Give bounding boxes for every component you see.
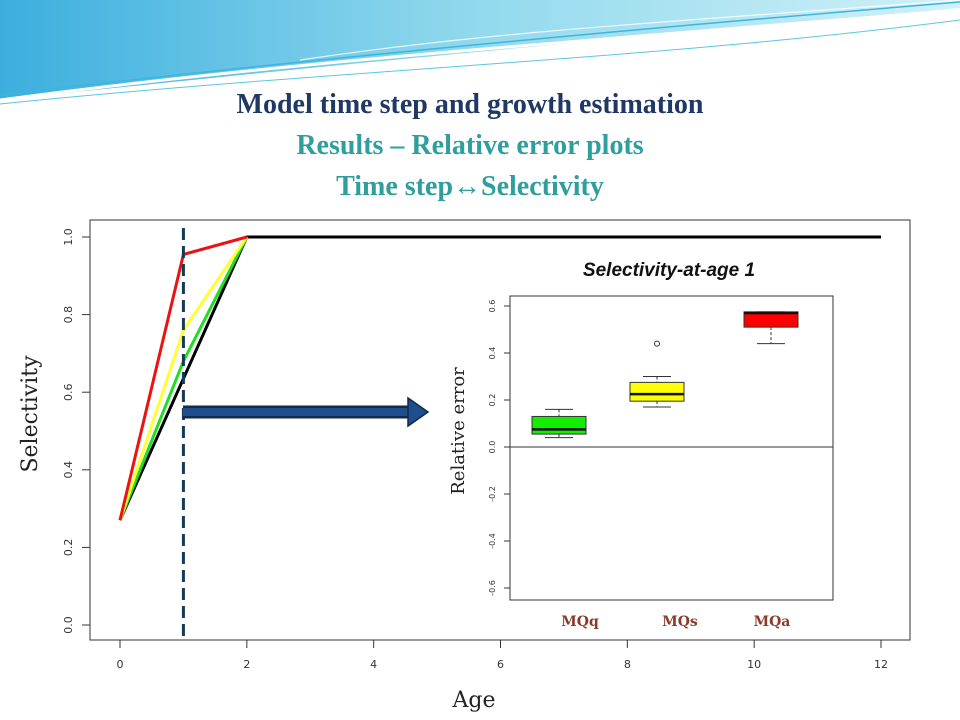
arrow-to-inset bbox=[183, 396, 430, 428]
inset-y-axis-label: Relative error bbox=[448, 367, 469, 495]
main-y-tick-label: 0.4 bbox=[62, 461, 75, 479]
header-swoosh-decoration bbox=[0, 0, 960, 105]
boxplot-mqq bbox=[531, 408, 587, 439]
main-x-tick-label: 8 bbox=[624, 658, 631, 671]
inset-category-label: MQs bbox=[662, 614, 698, 630]
inset-y-tick-label: 0.2 bbox=[488, 394, 497, 407]
slide-subtitle-2: Time step↔Selectivity bbox=[336, 171, 604, 202]
inset-y-tick-label: 0.4 bbox=[488, 347, 497, 360]
inset-category-label: MQq bbox=[561, 614, 599, 630]
main-y-tick-label: 0.6 bbox=[62, 383, 75, 401]
main-x-tick-label: 0 bbox=[117, 658, 124, 671]
main-x-tick-label: 6 bbox=[497, 658, 504, 671]
inset-title: Selectivity-at-age 1 bbox=[583, 260, 755, 281]
main-x-axis-label: Age bbox=[452, 688, 496, 713]
main-y-tick-label: 0.8 bbox=[62, 306, 75, 324]
inset-y-tick-label: -0.6 bbox=[488, 580, 497, 596]
main-y-axis-label: Selectivity bbox=[18, 355, 43, 473]
main-y-tick-label: 0.0 bbox=[62, 616, 75, 634]
series-line-2 bbox=[118, 236, 249, 521]
slide-subtitle: Results – Relative error plots bbox=[296, 130, 644, 161]
inset-category-labels: MQq MQs MQa bbox=[561, 614, 790, 630]
main-x-tick-label: 12 bbox=[874, 658, 888, 671]
main-x-tick-label: 10 bbox=[747, 658, 761, 671]
inset-background bbox=[470, 282, 848, 626]
boxplot-mqa bbox=[743, 311, 799, 345]
box bbox=[531, 415, 587, 435]
inset-y-tick-label: 0.6 bbox=[488, 300, 497, 313]
inset-boxplots bbox=[531, 311, 799, 439]
inset-y-tick-label: -0.4 bbox=[488, 533, 497, 549]
boxplot-mqs bbox=[629, 340, 685, 408]
main-y-tick-label: 1.0 bbox=[62, 228, 75, 246]
inset-y-tick-label: -0.2 bbox=[488, 486, 497, 502]
main-y-tick-label: 0.2 bbox=[62, 539, 75, 557]
inset-plot-frame bbox=[509, 295, 834, 601]
inset-y-tick-label: 0.0 bbox=[488, 441, 497, 454]
main-y-axis: 0.0 0.2 0.4 0.6 0.8 1.0 bbox=[62, 228, 90, 634]
main-x-tick-label: 4 bbox=[370, 658, 377, 671]
main-x-tick-label: 2 bbox=[243, 658, 250, 671]
box bbox=[629, 381, 685, 402]
main-x-axis: 0 2 4 6 8 10 12 bbox=[117, 640, 888, 671]
inset-y-axis: -0.6 -0.4 -0.2 0.0 0.2 0.4 0.6 bbox=[488, 300, 510, 596]
slide-title: Model time step and growth estimation bbox=[236, 89, 704, 120]
inset-category-label: MQa bbox=[754, 614, 791, 630]
outlier-point bbox=[654, 340, 660, 347]
